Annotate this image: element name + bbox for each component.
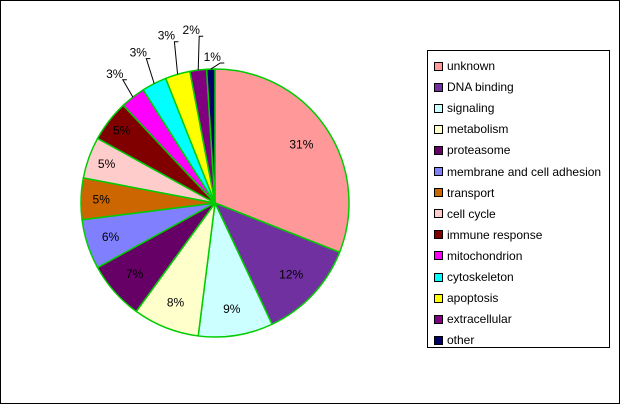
data-label-cytoskeleton: 3% <box>130 46 148 60</box>
legend-label: cell cycle <box>447 206 496 221</box>
legend-label: apoptosis <box>447 291 499 306</box>
data-label-apoptosis: 3% <box>158 29 176 43</box>
data-labels: 31% 12% 9% 8% 7% 6% 5% 5% 5% 3% 3% 3% 2%1% <box>93 23 314 316</box>
legend-label: metabolism <box>447 122 509 137</box>
legend-item-other: other <box>434 332 474 348</box>
legend-swatch <box>434 188 443 198</box>
leader-lines <box>121 35 225 98</box>
legend-label: membrane and cell adhesion <box>447 164 602 179</box>
leader-line-mitochondrion <box>121 79 134 98</box>
leader-line-other <box>210 62 225 70</box>
legend-item-cell-cycle: cell cycle <box>434 206 496 222</box>
legend-item-proteasome: proteasome <box>434 142 510 158</box>
legend-label: transport <box>447 185 495 200</box>
leader-line-apoptosis <box>173 41 179 75</box>
legend-swatch <box>434 82 443 92</box>
legend-swatch <box>434 145 443 155</box>
legend-item-unknown: unknown <box>434 58 495 74</box>
data-label-proteasome: 7% <box>126 267 144 281</box>
pie-slice-unknown <box>214 68 350 254</box>
legend-item-cytoskeleton: cytoskeleton <box>434 269 514 285</box>
pie-slice-DNA-binding <box>213 201 341 326</box>
legend-item-apoptosis: apoptosis <box>434 290 498 306</box>
legend-swatch <box>434 230 443 240</box>
legend-swatch <box>434 251 443 261</box>
data-label-metabolism: 8% <box>167 296 185 310</box>
data-label-mitochondrion: 3% <box>106 67 124 81</box>
data-label-cell-cycle: 5% <box>98 157 116 171</box>
legend-item-extracellular: extracellular <box>434 311 512 327</box>
data-label-DNA-binding: 12% <box>279 268 303 282</box>
data-label-immune-response: 5% <box>113 124 131 138</box>
legend-swatch <box>434 61 443 71</box>
legend-swatch <box>434 314 443 324</box>
leader-line-cytoskeleton <box>145 58 155 84</box>
data-label-transport: 5% <box>93 192 111 206</box>
data-label-extracellular: 2% <box>183 23 201 37</box>
legend-swatch <box>434 209 443 219</box>
legend-swatch <box>434 124 443 134</box>
legend-swatch <box>434 167 443 176</box>
data-label-unknown: 31% <box>289 137 313 151</box>
pie-slices <box>80 68 350 338</box>
legend-swatch <box>434 103 443 113</box>
legend-label: extracellular <box>447 312 512 327</box>
legend-label: mitochondrion <box>447 248 523 263</box>
legend-label: proteasome <box>447 143 511 158</box>
legend-item-DNA-binding: DNA binding <box>434 79 514 95</box>
legend-label: signaling <box>447 101 495 116</box>
legend-item-metabolism: metabolism <box>434 121 508 137</box>
legend-label: other <box>447 333 475 348</box>
legend-label: unknown <box>447 59 496 73</box>
legend-swatch <box>434 272 443 282</box>
data-label-other: 1% <box>204 50 222 64</box>
legend-swatch <box>434 335 443 345</box>
data-label-membrane-and-cell-adhesion: 6% <box>102 230 120 244</box>
legend-swatch <box>434 293 443 303</box>
legend-item-transport: transport <box>434 185 494 201</box>
legend: unknown DNA binding signaling metabolism pro… <box>427 50 610 348</box>
legend-label: immune response <box>447 227 543 242</box>
legend-label: DNA binding <box>447 80 514 95</box>
legend-item-signaling: signaling <box>434 100 494 116</box>
data-label-signaling: 9% <box>223 302 241 316</box>
leader-line-extracellular <box>197 35 204 71</box>
legend-item-mitochondrion: mitochondrion <box>434 248 522 264</box>
legend-item-membrane-and-cell-adhesion: membrane and cell adhesion <box>434 164 601 180</box>
legend-label: cytoskeleton <box>447 270 514 284</box>
legend-item-immune-response: immune response <box>434 227 542 243</box>
